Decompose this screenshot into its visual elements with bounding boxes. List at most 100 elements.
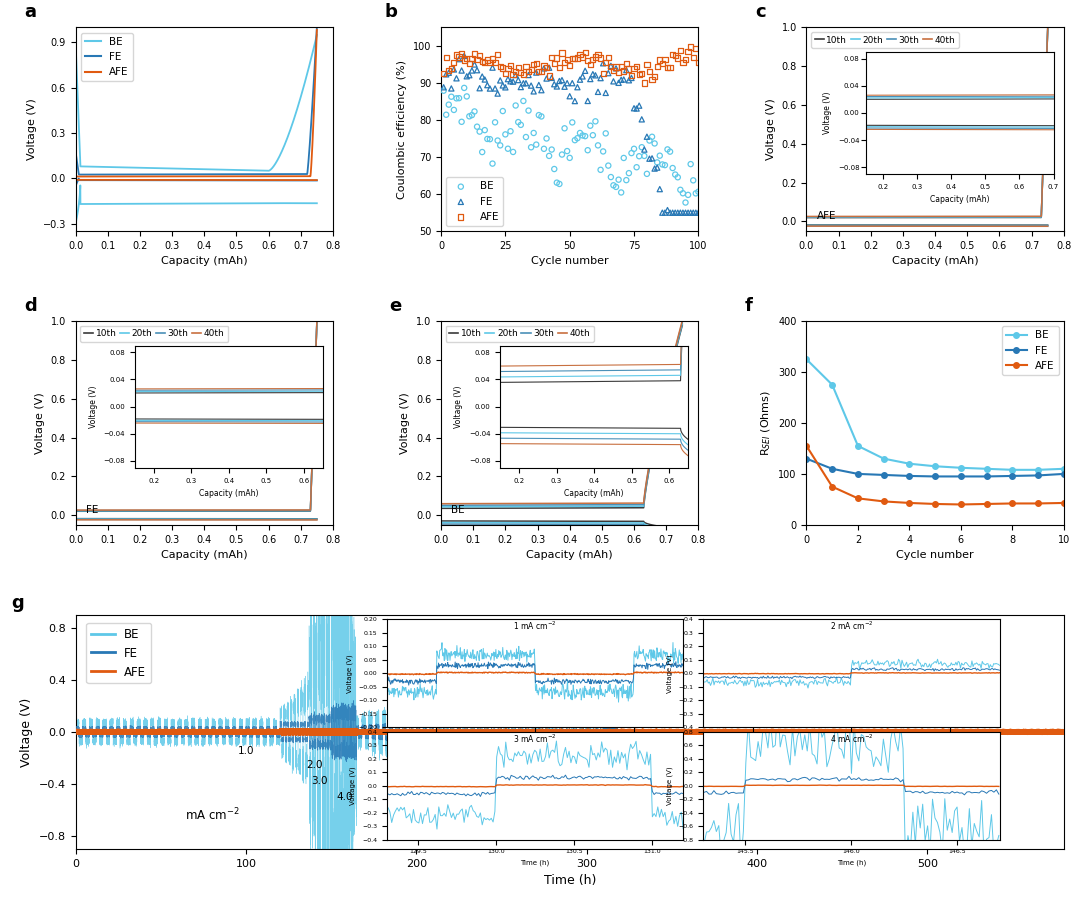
AFE (677, 52, 694, 67)
AFE (566, 51, 583, 66)
AFE (476, 56, 494, 70)
FE (877, 469, 890, 480)
BE (456, 80, 473, 95)
Text: mA cm$^{-2}$: mA cm$^{-2}$ (185, 807, 239, 824)
FE (597, 86, 615, 100)
BE (616, 151, 633, 165)
AFE (532, 64, 550, 79)
BE (569, 131, 586, 145)
AFE (504, 67, 522, 81)
BE (685, 173, 702, 188)
AFE (603, 59, 620, 74)
AFE (592, 50, 609, 65)
FE (573, 69, 591, 84)
Text: g: g (12, 593, 24, 612)
AFE (456, 53, 473, 68)
AFE (556, 56, 573, 70)
BE (507, 99, 524, 113)
Y-axis label: Voltage (V): Voltage (V) (27, 99, 37, 160)
FE (510, 73, 527, 88)
AFE (523, 62, 540, 77)
FE (476, 72, 494, 87)
Text: 1.0: 1.0 (400, 746, 416, 756)
BE (461, 109, 478, 123)
FE (437, 67, 455, 81)
AFE (553, 46, 570, 60)
FE (577, 64, 594, 79)
Text: c: c (755, 4, 766, 21)
AFE (633, 66, 650, 80)
FE (677, 205, 694, 220)
AFE (612, 59, 630, 74)
AFE (465, 47, 483, 61)
AFE (685, 50, 702, 65)
BE (448, 91, 465, 106)
FE (681, 205, 699, 220)
BE (666, 167, 684, 182)
AFE (435, 67, 453, 81)
BE (623, 146, 640, 161)
FE (571, 72, 589, 87)
FE (453, 63, 470, 78)
AFE (955, 499, 968, 510)
BE (538, 131, 555, 146)
BE (625, 142, 643, 156)
Y-axis label: R$_{SEI}$ (Ohms): R$_{SEI}$ (Ohms) (759, 390, 772, 456)
AFE (616, 64, 633, 79)
AFE (674, 55, 691, 69)
AFE (497, 67, 514, 81)
AFE (625, 61, 643, 76)
BE (620, 166, 637, 181)
BE (627, 160, 645, 174)
Legend: 10th, 20th, 30th, 40th: 10th, 20th, 30th, 40th (446, 326, 594, 341)
FE (504, 74, 522, 89)
BE (443, 89, 460, 104)
FE (599, 66, 617, 80)
X-axis label: Cycle number: Cycle number (896, 551, 974, 561)
BE (545, 162, 563, 176)
AFE (670, 51, 687, 66)
Text: 4.0: 4.0 (337, 792, 353, 802)
AFE (448, 47, 465, 62)
FE (679, 205, 697, 220)
FE (458, 69, 475, 84)
FE (616, 72, 633, 87)
X-axis label: Capacity (mAh): Capacity (mAh) (892, 257, 978, 267)
FE (569, 80, 586, 95)
FE (478, 78, 496, 92)
AFE (473, 55, 490, 69)
FE (553, 73, 570, 88)
BE (473, 145, 490, 160)
AFE (571, 47, 589, 62)
Y-axis label: Voltage (V): Voltage (V) (35, 392, 45, 454)
FE (562, 89, 579, 103)
BE (463, 108, 481, 122)
BE (530, 108, 548, 122)
BE (566, 133, 583, 148)
BE (800, 354, 813, 365)
FE (603, 58, 620, 73)
AFE (607, 59, 624, 74)
BE (497, 127, 514, 142)
AFE (594, 66, 611, 80)
AFE (636, 76, 653, 90)
FE (607, 61, 624, 76)
AFE (584, 52, 602, 67)
BE (981, 463, 994, 474)
FE (450, 52, 468, 67)
FE (519, 68, 537, 82)
BE (674, 186, 691, 201)
FE (536, 61, 553, 76)
BE (597, 126, 615, 141)
AFE (458, 51, 475, 66)
FE (586, 68, 604, 82)
Text: 1.0: 1.0 (238, 746, 254, 756)
BE (471, 124, 488, 139)
FE (502, 74, 519, 89)
BE (929, 461, 942, 472)
AFE (519, 64, 537, 79)
FE (690, 205, 707, 220)
FE (579, 94, 596, 109)
AFE (461, 56, 478, 70)
AFE (445, 55, 462, 69)
